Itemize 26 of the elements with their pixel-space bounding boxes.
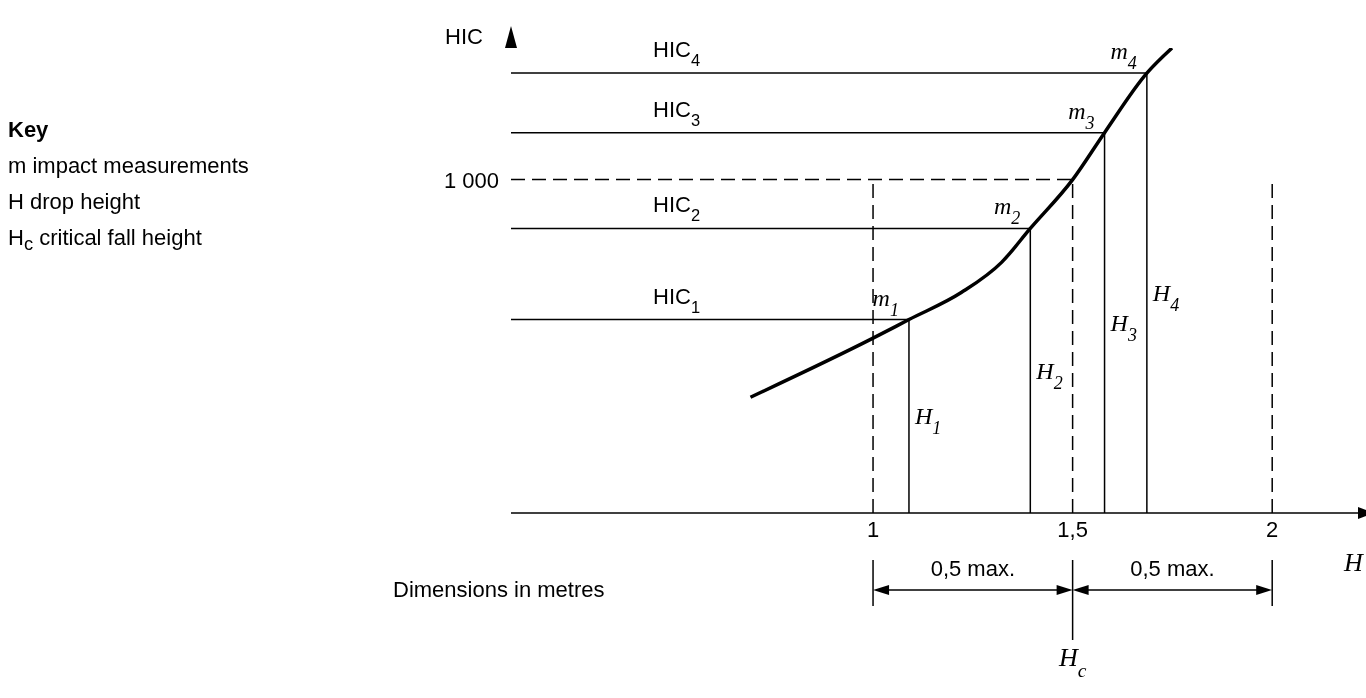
ref-line-label: HIC$_{3}$ xyxy=(653,96,701,129)
y-axis-title: HIC xyxy=(445,24,484,49)
ref-line-label: HIC$_{1}$ xyxy=(653,283,701,316)
ref-line-label: H$_{4}$ xyxy=(1151,280,1180,316)
x-tick-label: 1,5 xyxy=(1057,516,1088,542)
text: H$_{c}$ xyxy=(1057,643,1087,681)
ref-line-label: H$_{2}$ xyxy=(1035,357,1063,393)
ref-line-label: HIC$_{4}$ xyxy=(653,37,701,70)
text: 0,5 max. xyxy=(930,556,1016,581)
text: 1 000 xyxy=(443,167,499,193)
text: m impact measurements xyxy=(8,153,249,178)
x-tick-label: 2 xyxy=(1266,516,1279,542)
text: Key xyxy=(8,117,49,142)
ref-line-label: HIC$_{2}$ xyxy=(653,192,701,225)
annotation: m$_{3}$ xyxy=(1068,97,1095,133)
text: H$_{c}$ critical fall height xyxy=(8,225,202,255)
text: 0,5 max. xyxy=(1130,556,1215,581)
ref-line-label: H$_{3}$ xyxy=(1109,309,1137,345)
annotation: m$_{1}$ xyxy=(872,284,899,320)
annotation: m$_{2}$ xyxy=(993,193,1021,229)
annotation: m$_{4}$ xyxy=(1110,38,1137,74)
x-axis-title: H xyxy=(1343,548,1364,577)
x-tick-label: 1 xyxy=(866,516,880,542)
ref-line-label: H$_{1}$ xyxy=(913,403,942,439)
text: Dimensions in metres xyxy=(393,577,605,602)
text: H drop height xyxy=(8,189,141,214)
